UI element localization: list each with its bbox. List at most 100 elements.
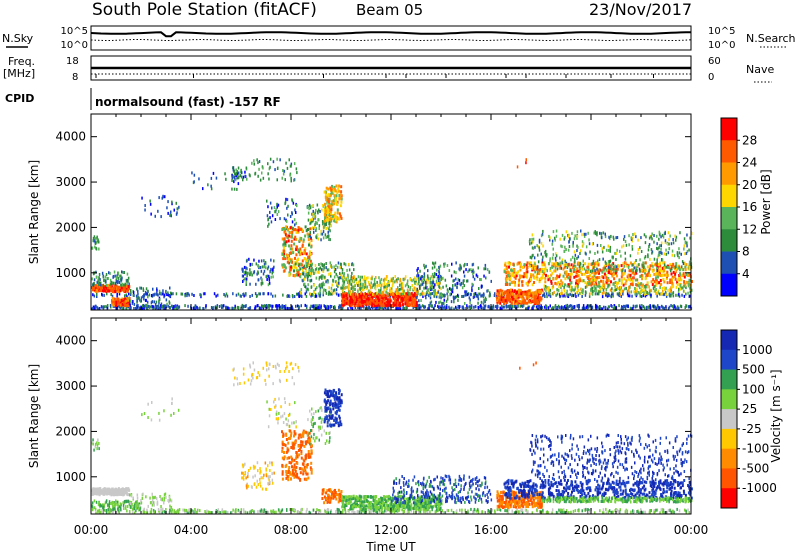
power-cell-954 xyxy=(129,293,132,296)
power-cell-4625 xyxy=(576,249,578,252)
power-cell-2932 xyxy=(379,300,382,304)
power-cell-3935 xyxy=(685,263,688,267)
noise-right-tick-bottom: 10^0 xyxy=(708,40,735,51)
power-cell-258 xyxy=(402,307,404,311)
power-cell-4586 xyxy=(581,267,584,271)
power-cell-1586 xyxy=(232,168,235,172)
power-cell-3471 xyxy=(418,284,421,288)
power-cell-4818 xyxy=(596,250,599,254)
power-cell-4911 xyxy=(573,288,575,292)
power-cell-4431 xyxy=(602,276,605,280)
power-cell-934 xyxy=(470,293,472,297)
power-cell-2895 xyxy=(362,300,365,303)
power-cell-3953 xyxy=(605,274,607,278)
power-cell-1186 xyxy=(95,284,98,288)
power-cell-518 xyxy=(547,306,550,310)
power-cell-4396 xyxy=(629,273,632,277)
power-cell-2019 xyxy=(290,244,293,248)
power-cell-356 xyxy=(376,306,378,310)
power-cell-1428 xyxy=(143,297,145,301)
power-cell-1040 xyxy=(242,293,244,296)
power-cell-45 xyxy=(218,305,221,308)
power-cell-1986 xyxy=(305,229,308,233)
power-cell-4189 xyxy=(587,268,590,272)
power-cell-3800 xyxy=(511,292,514,296)
power-cell-2018 xyxy=(293,274,296,278)
power-cell-3882 xyxy=(532,266,535,269)
power-cell-3757 xyxy=(497,293,500,297)
power-cell-3100 xyxy=(403,292,406,296)
power-cell-2465 xyxy=(339,271,341,275)
power-cell-4787 xyxy=(531,267,533,270)
power-cell-4304 xyxy=(669,281,672,284)
power-cell-2454 xyxy=(319,288,321,292)
power-cell-3243 xyxy=(413,278,415,282)
power-cell-2109 xyxy=(321,208,323,212)
power-cell-2297 xyxy=(310,274,312,278)
power-cell-1470 xyxy=(152,287,154,291)
power-cell-1041 xyxy=(225,292,228,296)
power-cell-4702 xyxy=(544,253,547,257)
power-cell-4884 xyxy=(657,289,660,293)
power-cell-4757 xyxy=(683,247,685,251)
power-cell-3161 xyxy=(399,292,401,296)
power-cell-4582 xyxy=(620,268,622,272)
power-cell-4327 xyxy=(555,263,558,266)
power-cell-1160 xyxy=(110,283,113,287)
power-cell-1595 xyxy=(242,175,245,179)
power-cell-893 xyxy=(435,295,438,299)
power-cell-3439 xyxy=(444,294,446,297)
power-cell-1545 xyxy=(144,208,146,212)
power-cell-387 xyxy=(573,305,576,309)
power-cell-788 xyxy=(143,293,145,297)
power-cell-3023 xyxy=(363,287,365,291)
power-cell-4319 xyxy=(577,280,580,284)
power-cell-4631 xyxy=(528,239,531,243)
power-cell-4606 xyxy=(593,231,595,235)
power-cell-2418 xyxy=(347,274,349,278)
power-cell-2843 xyxy=(382,304,385,308)
power-cell-3343 xyxy=(469,298,471,302)
power-cell-1588 xyxy=(237,166,240,170)
power-cell-2868 xyxy=(414,294,417,298)
power-cell-2276 xyxy=(323,213,326,217)
power-cell-2860 xyxy=(366,301,369,305)
power-cell-974 xyxy=(293,295,296,298)
power-cell-661 xyxy=(420,305,422,309)
power-cell-1202 xyxy=(112,290,114,294)
power-cell-2016 xyxy=(285,234,288,238)
power-cell-588 xyxy=(262,304,264,308)
power-cell-2257 xyxy=(330,205,333,209)
power-cell-3303 xyxy=(379,291,382,295)
power-cell-2916 xyxy=(342,303,345,307)
power-cell-4808 xyxy=(538,240,541,244)
power-cell-3267 xyxy=(401,287,403,290)
power-cell-407 xyxy=(642,305,645,309)
power-cell-4391 xyxy=(507,261,510,265)
power-cell-4906 xyxy=(603,286,606,290)
power-cell-1917 xyxy=(297,228,300,232)
power-cell-898 xyxy=(175,292,178,296)
power-cell-4891 xyxy=(546,286,548,290)
power-cell-4463 xyxy=(609,267,611,271)
power-cell-4516 xyxy=(683,244,685,248)
power-cell-546 xyxy=(584,307,586,311)
power-cell-18 xyxy=(320,306,322,309)
power-cell-1825 xyxy=(291,247,294,251)
power-cell-3280 xyxy=(359,275,362,279)
power-cell-2905 xyxy=(362,296,365,300)
power-cell-1714 xyxy=(267,265,270,269)
power-cell-1604 xyxy=(244,174,246,178)
power-cell-3464 xyxy=(483,274,485,278)
power-cell-4118 xyxy=(646,265,649,269)
power-cell-1443 xyxy=(138,298,141,302)
power-cell-772 xyxy=(137,292,139,296)
power-cell-1028 xyxy=(572,294,575,298)
power-cell-1965 xyxy=(304,225,307,229)
power-cell-4350 xyxy=(672,262,675,266)
power-cell-4939 xyxy=(628,288,630,292)
power-cell-3331 xyxy=(416,296,418,300)
power-cell-3678 xyxy=(532,294,535,298)
power-cell-3285 xyxy=(388,281,390,284)
power-cell-3815 xyxy=(622,273,625,277)
